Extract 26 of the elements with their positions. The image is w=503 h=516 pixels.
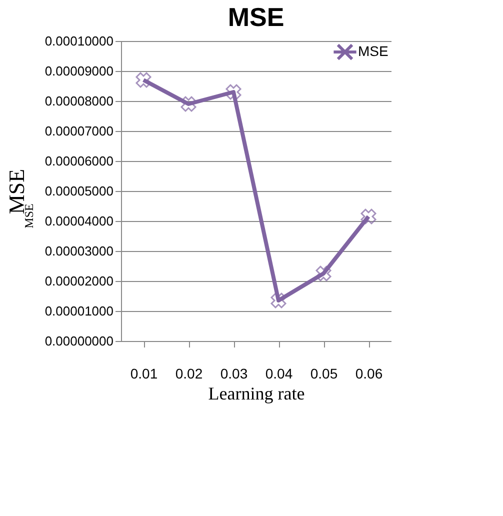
point [226, 84, 242, 100]
point [180, 96, 196, 112]
y-tick-label: 0.00009000 [44, 64, 114, 78]
point [270, 292, 286, 308]
x-tick-label: 0.04 [265, 366, 293, 382]
y-tick-label: 0.00000000 [44, 334, 114, 348]
point [316, 266, 332, 282]
chart-title: MSE [228, 2, 284, 32]
x-tick-label: 0.01 [130, 366, 158, 382]
y-tick-label: 0.00006000 [44, 154, 114, 168]
y-tick-label: 0.00001000 [44, 304, 114, 318]
y-tick-label: 0.00010000 [44, 34, 114, 48]
point [360, 208, 376, 224]
x-tick-label: 0.02 [175, 366, 203, 382]
x-tick-label: 0.03 [220, 366, 248, 382]
x-tick-label: 0.06 [355, 366, 383, 382]
y-tick-label: 0.00008000 [44, 94, 114, 108]
point [136, 72, 152, 88]
y-tick-label: 0.00004000 [44, 214, 114, 228]
y-tick-label: 0.00007000 [44, 124, 114, 138]
y-tick-label: 0.00002000 [44, 274, 114, 288]
x-tick-label: 0.05 [310, 366, 338, 382]
legend-label: MSE [358, 43, 388, 59]
y-tick-label: 0.00005000 [44, 184, 114, 198]
x-axis-title: Learning rate [208, 384, 305, 404]
y-tick-label: 0.00003000 [44, 244, 114, 258]
